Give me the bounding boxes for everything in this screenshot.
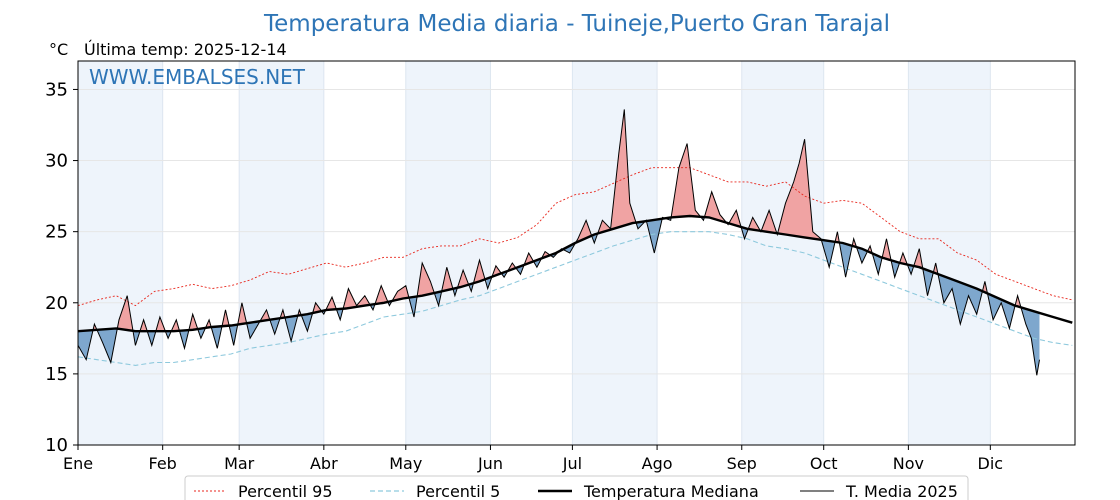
above-median-fill — [237, 302, 248, 325]
below-median-fill — [987, 293, 1017, 329]
below-median-fill — [822, 239, 836, 268]
month-bands — [78, 61, 991, 445]
above-median-fill — [261, 309, 271, 322]
x-tick-label: Mar — [224, 454, 255, 473]
month-band — [239, 61, 324, 445]
y-tick-label: 30 — [45, 151, 68, 172]
above-median-fill — [474, 260, 487, 284]
x-tick-label: Jul — [562, 454, 582, 473]
above-median-fill — [442, 267, 454, 292]
above-median-fill — [375, 285, 389, 304]
x-tick-label: Jun — [477, 454, 503, 473]
x-tick-label: Feb — [149, 454, 177, 473]
x-tick-label: May — [389, 454, 422, 473]
y-tick-label: 20 — [45, 293, 68, 314]
month-band — [741, 61, 824, 445]
y-axis: 10 15 20 25 30 35 — [45, 79, 78, 456]
x-tick-label: Abr — [310, 454, 338, 473]
below-median-fill — [741, 227, 749, 239]
below-median-fill — [647, 218, 663, 253]
x-tick-label: Dic — [978, 454, 1004, 473]
y-tick-label: 15 — [45, 364, 68, 385]
x-axis: Ene Feb Mar Abr May Jun Jul Ago Sep Oct Nov Dic — [63, 445, 1003, 473]
below-median-fill — [337, 308, 345, 320]
plot-frame — [77, 60, 1076, 446]
below-median-fill — [840, 242, 853, 278]
above-median-fill — [326, 297, 338, 310]
below-median-fill — [97, 328, 118, 363]
above-median-fill — [418, 262, 435, 297]
legend-box — [184, 475, 969, 500]
month-band — [572, 61, 658, 445]
month-band — [78, 61, 163, 445]
legend-label-p95: Percentil 95 — [238, 482, 333, 500]
below-median-fill — [247, 321, 262, 339]
legend-label-median: Temperatura Mediana — [583, 482, 759, 500]
watermark: WWW.EMBALSES.NET — [89, 65, 306, 89]
above-median-fill — [117, 295, 134, 332]
month-band — [908, 61, 991, 445]
unit-label: °C — [49, 40, 68, 59]
above-median-fill — [729, 210, 742, 228]
month-band — [405, 61, 491, 445]
above-median-fill — [913, 248, 924, 269]
series-lines — [77, 109, 1073, 376]
x-tick-label: Ago — [642, 454, 673, 473]
below-median-fill — [211, 326, 223, 349]
deviation-fills — [78, 109, 1040, 376]
x-tick-label: Ene — [63, 454, 93, 473]
above-median-fill — [457, 270, 470, 288]
last-temp-label: Última temp: 2025-12-14 — [84, 40, 287, 59]
above-median-fill — [762, 210, 778, 234]
legend-label-2025: T. Media 2025 — [845, 482, 958, 500]
grid-lines — [77, 61, 1075, 445]
p95-line — [77, 167, 1073, 307]
y-tick-label: 35 — [45, 79, 68, 100]
x-tick-label: Nov — [893, 454, 924, 473]
below-median-fill — [923, 268, 935, 296]
legend: Percentil 95 Percentil 5 Temperatura Med… — [184, 475, 969, 500]
above-median-fill — [778, 139, 823, 240]
p5-line — [77, 231, 1073, 366]
below-median-fill — [78, 330, 94, 360]
below-median-fill — [872, 253, 883, 275]
below-median-fill — [270, 318, 281, 335]
below-median-fill — [938, 274, 984, 325]
above-median-fill — [672, 143, 701, 218]
below-median-fill — [285, 315, 298, 342]
y-tick-label: 25 — [45, 222, 68, 243]
y-tick-label: 10 — [45, 435, 68, 456]
below-median-fill — [301, 312, 313, 332]
below-median-fill — [147, 331, 156, 346]
below-median-fill — [908, 264, 914, 275]
x-tick-label: Oct — [810, 454, 838, 473]
x-tick-label: Sep — [727, 454, 757, 473]
chart-title: Temperatura Media diaria - Tuineje,Puert… — [263, 11, 890, 37]
above-median-fill — [598, 109, 637, 234]
above-median-fill — [704, 191, 727, 223]
legend-label-p5: Percentil 5 — [416, 482, 500, 500]
below-median-fill — [229, 324, 238, 346]
series-2025-line — [77, 109, 1040, 376]
